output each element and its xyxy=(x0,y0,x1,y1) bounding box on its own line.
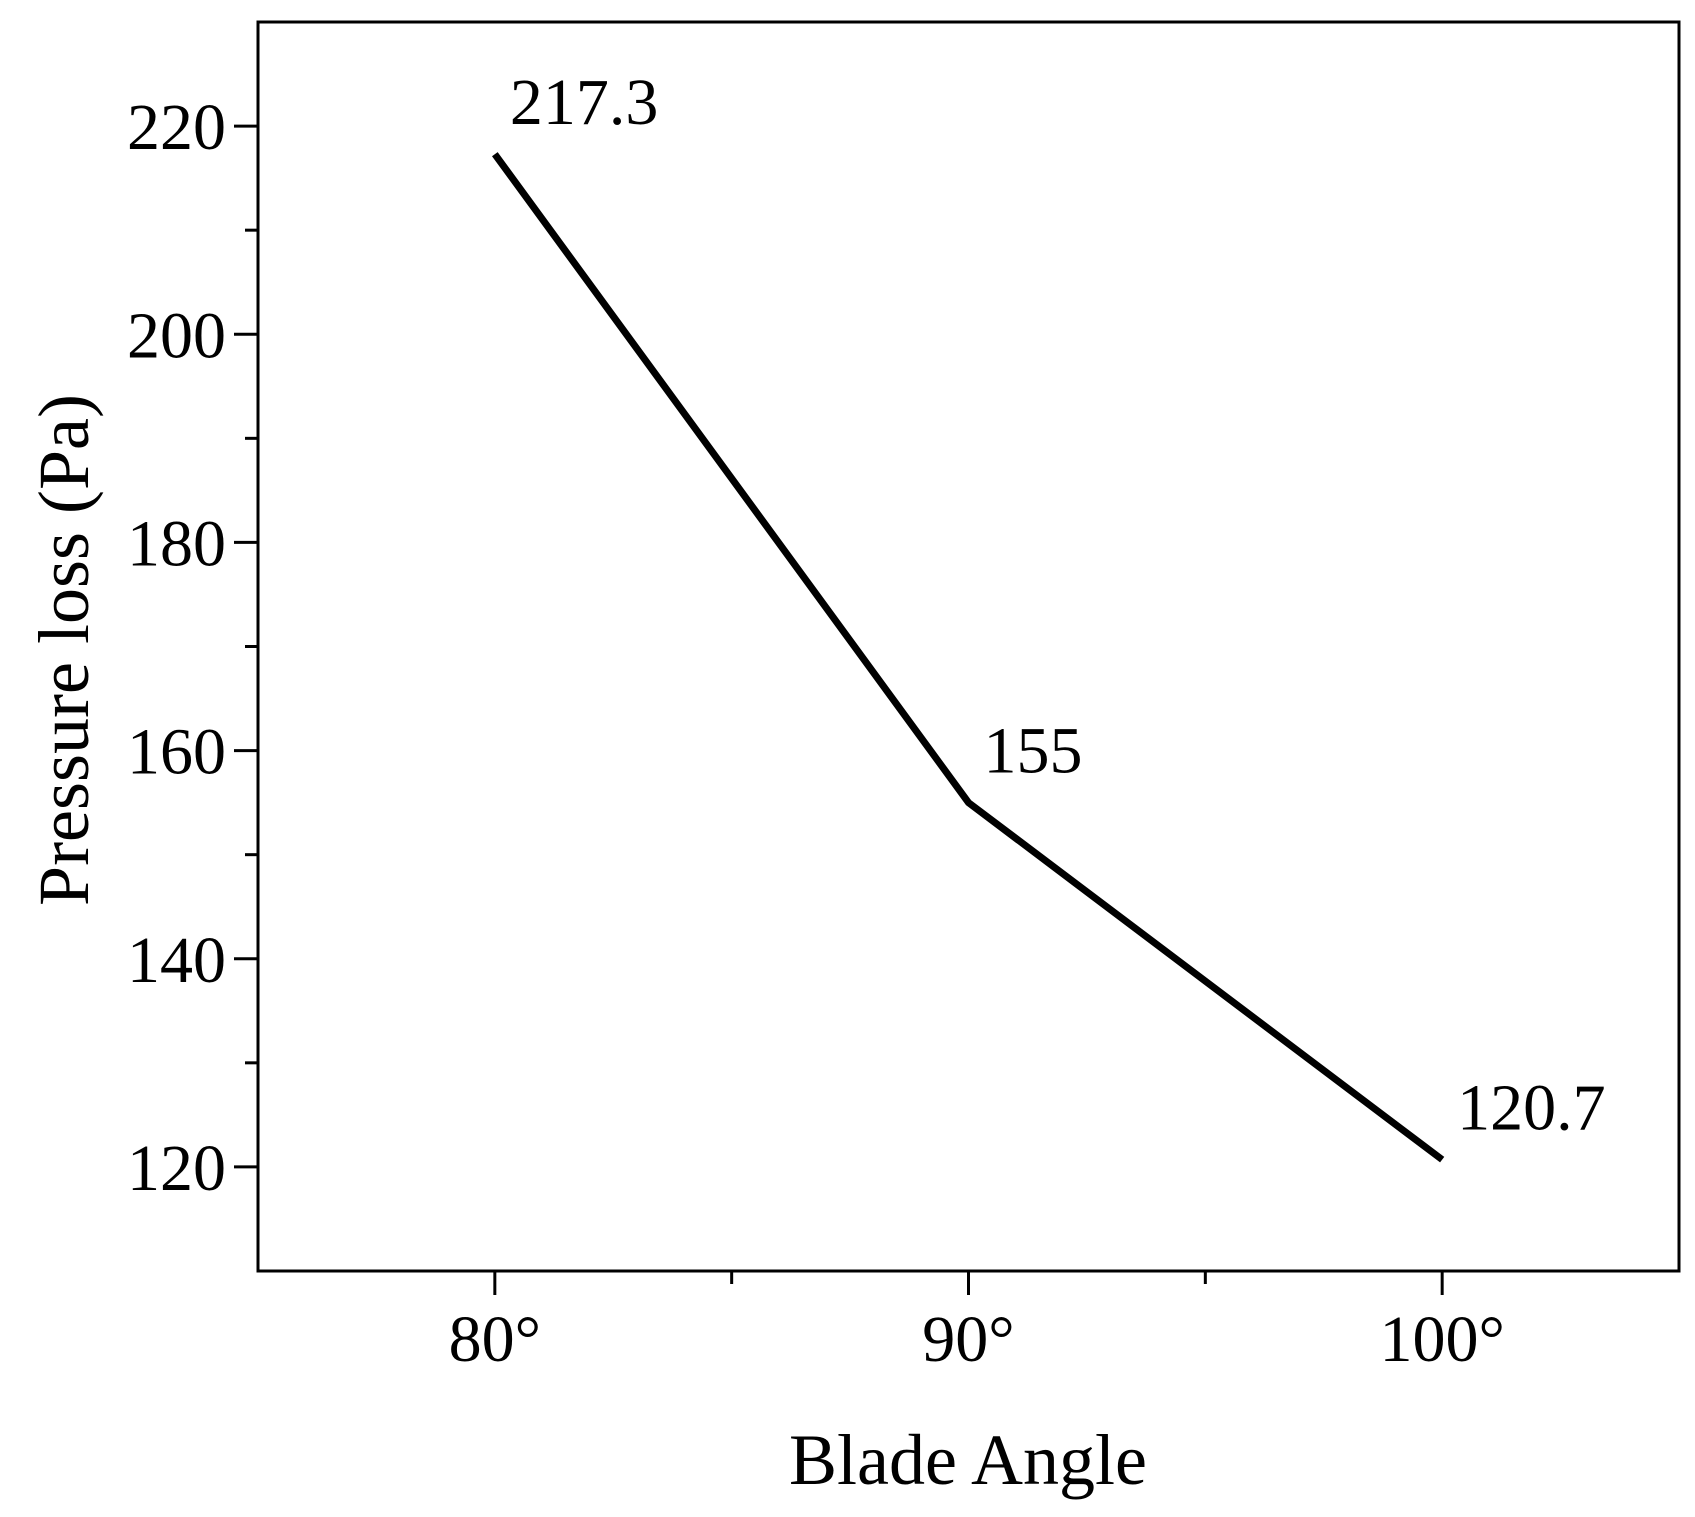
y-tick-label: 180 xyxy=(127,507,226,580)
y-tick-label: 140 xyxy=(127,924,226,997)
data-line xyxy=(492,152,1445,1163)
x-tick-label: 80° xyxy=(449,1303,541,1376)
y-tick-label: 160 xyxy=(127,716,226,789)
y-tick-label: 200 xyxy=(127,299,226,372)
x-tick-label: 90° xyxy=(922,1303,1014,1376)
x-axis-title: Blade Angle xyxy=(789,1420,1147,1500)
y-axis-title: Pressure loss (Pa) xyxy=(24,394,104,906)
data-label: 120.7 xyxy=(1457,1072,1606,1145)
y-tick-label: 220 xyxy=(127,91,226,164)
x-tick-label: 100° xyxy=(1379,1303,1504,1376)
data-label: 155 xyxy=(984,715,1083,788)
data-label: 217.3 xyxy=(510,66,659,139)
y-tick-label: 120 xyxy=(127,1132,226,1205)
